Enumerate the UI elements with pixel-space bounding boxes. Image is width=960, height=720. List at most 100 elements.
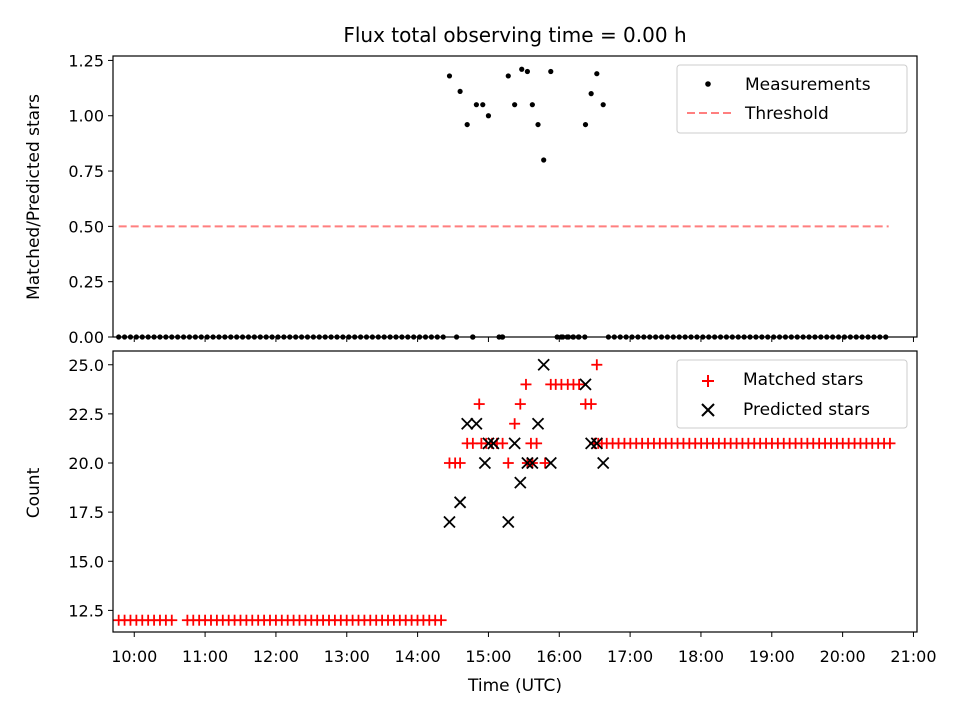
- legend-predicted-marker: [701, 403, 715, 417]
- top-y-tick-label: 1.00: [68, 107, 104, 126]
- predicted-stars-series: [443, 358, 610, 529]
- legend-threshold-label: Threshold: [744, 104, 829, 124]
- matched-star-point: [502, 457, 514, 469]
- matched-star-point: [596, 437, 608, 449]
- measurement-point: [480, 102, 486, 108]
- matched-star-point: [539, 457, 551, 469]
- top-legend-box: [676, 64, 908, 134]
- measurement-point: [548, 68, 554, 75]
- legend-predicted-label: Predicted stars: [743, 400, 870, 420]
- bottom-x-axis: 10:00 11:00 12:00 13:00 14:00 15:00 16:00 17:00…: [111, 632, 937, 666]
- x-tick-label: 19:00: [749, 647, 795, 666]
- predicted-star-point: [579, 378, 592, 391]
- x-tick-label: 14:00: [395, 647, 441, 666]
- predicted-star-point: [470, 417, 483, 430]
- top-y-tick-label: 1.25: [68, 51, 104, 70]
- measurement-point: [600, 102, 606, 108]
- predicted-star-point: [487, 437, 500, 450]
- predicted-star-point: [508, 437, 521, 450]
- predicted-star-point: [443, 515, 456, 529]
- matched-star-point: [473, 398, 485, 410]
- x-tick-label: 11:00: [182, 647, 228, 666]
- measurement-point: [457, 88, 463, 95]
- x-tick-label: 15:00: [465, 647, 511, 666]
- predicted-star-point: [590, 437, 603, 450]
- predicted-star-point: [537, 358, 550, 371]
- top-y-axis: 0.00 0.25 0.50 0.75 1.00 1.25: [68, 51, 113, 347]
- bottom-legend: Matched stars Predicted stars: [676, 359, 908, 429]
- bottom-plot-frame: [112, 350, 918, 633]
- legend-matched-marker: [702, 375, 714, 387]
- measurement-point: [485, 113, 492, 119]
- matched-star-point: [591, 359, 603, 371]
- top-y-tick-label: 0.75: [68, 162, 104, 181]
- top-y-axis-label: Matched/Predicted stars: [24, 94, 44, 300]
- predicted-star-point: [502, 515, 515, 529]
- predicted-star-point: [531, 417, 545, 430]
- flux-ratio-panel: Flux total observing time = 0.00 h 0.000…: [24, 23, 918, 347]
- measurement-point: [505, 73, 511, 79]
- measurement-point: [582, 121, 589, 128]
- measurement-point: [512, 102, 518, 108]
- measurement-point: [446, 73, 453, 79]
- bottom-legend-box: [676, 359, 908, 429]
- matched-star-point: [573, 378, 585, 390]
- x-axis-label: Time (UTC): [467, 676, 562, 696]
- matched-star-point: [884, 437, 896, 449]
- measurement-point: [524, 68, 530, 75]
- matched-stars-series: [113, 359, 896, 626]
- bottom-y-axis-label: Count: [24, 467, 44, 518]
- matched-star-point: [497, 437, 509, 449]
- measurement-point: [535, 121, 541, 128]
- x-tick-label: 10:00: [111, 647, 157, 666]
- predicted-star-point: [544, 456, 557, 470]
- predicted-star-point: [478, 456, 492, 470]
- top-legend: Measurements Threshold: [676, 64, 908, 134]
- legend-measurements-label: Measurements: [745, 75, 871, 95]
- top-y-tick-label: 0.50: [68, 217, 104, 236]
- x-tick-label: 20:00: [820, 647, 866, 666]
- predicted-star-point: [585, 437, 598, 450]
- x-tick-label: 12:00: [253, 647, 299, 666]
- count-panel: 12.5 15.0 17.5 20.0 22.5 25.0 10:00 11:00 12:00…: [24, 350, 937, 696]
- x-tick-label: 13:00: [324, 647, 370, 666]
- matched-star-point: [520, 378, 532, 390]
- predicted-star-point: [453, 496, 467, 509]
- bottom-y-tick-label: 20.0: [68, 454, 104, 473]
- x-tick-label: 16:00: [536, 647, 582, 666]
- chart-title: Flux total observing time = 0.00 h: [343, 23, 686, 47]
- predicted-star-point: [461, 417, 474, 430]
- matched-star-point: [509, 418, 521, 430]
- legend-measurements-marker: [705, 81, 711, 87]
- bottom-y-tick-label: 12.5: [68, 601, 104, 620]
- bottom-y-axis: 12.5 15.0 17.5 20.0 22.5 25.0: [68, 356, 113, 620]
- predicted-star-point: [526, 456, 539, 470]
- bottom-y-tick-label: 15.0: [68, 552, 104, 571]
- measurement-point: [464, 121, 470, 128]
- top-plot-frame: [112, 55, 918, 338]
- matched-star-point: [531, 437, 543, 449]
- measurement-point: [588, 91, 594, 97]
- measurement-point: [594, 71, 600, 77]
- measurement-point: [541, 157, 547, 163]
- measurement-point: [529, 102, 535, 108]
- predicted-star-point: [514, 476, 527, 489]
- measurement-point: [519, 66, 525, 72]
- measurement-point: [473, 102, 479, 108]
- bottom-y-tick-label: 25.0: [68, 356, 104, 375]
- x-tick-label: 17:00: [607, 647, 653, 666]
- bottom-y-tick-label: 22.5: [68, 405, 104, 424]
- x-tick-label: 21:00: [890, 647, 936, 666]
- predicted-star-point: [597, 456, 610, 470]
- predicted-star-point: [521, 456, 534, 470]
- matched-star-point: [454, 457, 466, 469]
- bottom-y-tick-label: 17.5: [68, 503, 104, 522]
- matched-star-point: [514, 398, 526, 410]
- matched-star-point: [435, 614, 447, 626]
- predicted-star-point: [482, 437, 495, 450]
- matched-star-point: [166, 614, 178, 626]
- top-y-tick-label: 0.25: [68, 273, 104, 292]
- x-tick-label: 18:00: [678, 647, 724, 666]
- legend-matched-label: Matched stars: [743, 370, 863, 390]
